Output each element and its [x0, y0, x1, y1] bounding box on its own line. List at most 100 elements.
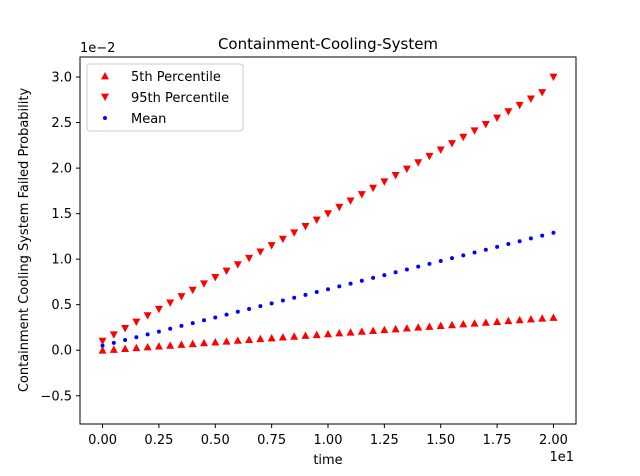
- data-point: [337, 284, 342, 289]
- data-point: [472, 250, 477, 255]
- plot-frame: [79, 56, 577, 425]
- data-point: [380, 325, 389, 334]
- x-tick-label: 1.75: [483, 433, 512, 448]
- data-point: [346, 328, 355, 336]
- data-point: [459, 320, 468, 328]
- y-axis-label: Containment Cooling System Failed Probab…: [17, 88, 32, 393]
- data-point: [312, 216, 321, 225]
- data-point: [233, 336, 242, 344]
- data-point: [438, 258, 443, 263]
- data-point: [348, 281, 353, 286]
- data-point: [506, 242, 511, 247]
- data-point: [402, 165, 411, 174]
- data-point: [213, 315, 218, 320]
- x-axis-label: time: [313, 453, 342, 468]
- data-point: [267, 242, 276, 250]
- data-point: [515, 315, 524, 324]
- x-tick-label: 0.25: [144, 433, 173, 448]
- data-point: [301, 222, 310, 231]
- data-point: [256, 334, 265, 343]
- x-tick-label: 1.50: [426, 433, 455, 448]
- data-point: [495, 244, 500, 249]
- data-point: [359, 278, 364, 283]
- data-point: [425, 322, 434, 330]
- data-point: [335, 203, 344, 212]
- x-offset-label: 1e1: [549, 450, 574, 465]
- data-point: [493, 317, 502, 325]
- data-point: [414, 323, 423, 331]
- x-tick-label: 0.75: [257, 433, 286, 448]
- data-point: [109, 331, 118, 339]
- data-point: [188, 286, 197, 295]
- data-point: [222, 337, 231, 345]
- data-point: [211, 273, 220, 282]
- x-tick-label: 0.50: [201, 433, 230, 448]
- y-tick-label: −0.5: [40, 389, 72, 404]
- data-point: [538, 314, 547, 322]
- plot-area: [98, 73, 558, 354]
- data-point: [145, 332, 150, 337]
- y-offset-label: 1e−2: [80, 41, 115, 56]
- data-point: [436, 321, 445, 330]
- data-point: [235, 309, 240, 314]
- data-point: [369, 326, 378, 334]
- data-point: [312, 330, 321, 339]
- x-axis: 0.00 0.25 0.50 0.75 1.00 1.25 1.50 1.75 2.00: [88, 424, 568, 448]
- data-point: [448, 140, 456, 148]
- y-tick-label: 1.0: [51, 253, 72, 268]
- data-point: [278, 333, 287, 341]
- series-5th-percentile: [98, 313, 558, 354]
- data-point: [461, 253, 466, 258]
- data-point: [326, 287, 330, 292]
- data-point: [211, 338, 220, 346]
- data-point: [256, 248, 265, 256]
- data-point: [526, 315, 535, 323]
- data-point: [425, 152, 434, 161]
- data-point: [267, 333, 276, 342]
- y-axis: −0.5 0.0 0.5 1.0 1.5 2.0 2.5 3.0: [40, 71, 80, 404]
- data-point: [132, 343, 141, 352]
- data-point: [179, 323, 184, 328]
- data-point: [470, 127, 479, 135]
- data-point: [280, 298, 285, 303]
- data-point: [100, 343, 105, 348]
- x-tick-label: 0.00: [88, 433, 117, 448]
- data-point: [450, 256, 454, 261]
- data-point: [245, 335, 254, 343]
- data-point: [380, 178, 389, 186]
- data-point: [504, 108, 513, 116]
- data-point: [200, 338, 208, 347]
- y-tick-label: 1.5: [51, 207, 72, 222]
- data-point: [109, 345, 118, 353]
- data-point: [111, 340, 116, 345]
- data-point: [245, 254, 254, 263]
- data-point: [123, 338, 128, 343]
- data-point: [290, 332, 299, 340]
- data-point: [540, 233, 545, 238]
- data-point: [132, 318, 141, 327]
- data-point: [515, 101, 524, 110]
- data-point: [427, 261, 432, 266]
- data-point: [324, 210, 332, 218]
- data-point: [369, 184, 378, 193]
- legend-box: [86, 63, 244, 132]
- data-point: [526, 95, 535, 103]
- data-point: [357, 327, 366, 335]
- data-point: [121, 324, 130, 333]
- data-point: [202, 318, 206, 323]
- data-point: [528, 236, 533, 241]
- data-point: [303, 292, 308, 297]
- data-point: [346, 197, 355, 205]
- data-point: [335, 329, 344, 337]
- data-point: [402, 324, 411, 332]
- data-point: [258, 304, 263, 309]
- legend-marker: [103, 116, 107, 120]
- data-point: [448, 320, 456, 329]
- data-point: [493, 114, 502, 123]
- data-point: [393, 270, 398, 275]
- data-point: [549, 313, 558, 321]
- data-point: [538, 89, 547, 97]
- data-point: [483, 247, 488, 252]
- data-point: [269, 301, 274, 306]
